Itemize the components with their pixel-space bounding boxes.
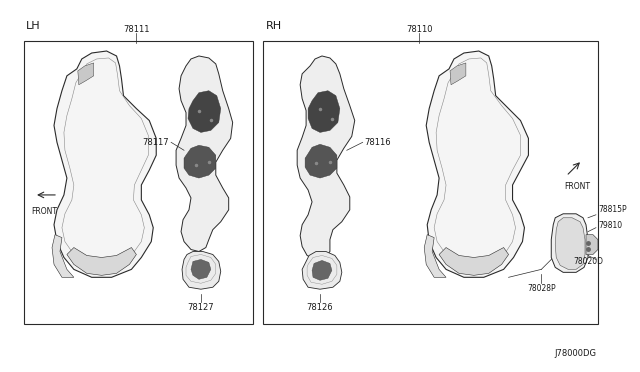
Polygon shape: [312, 260, 332, 280]
Text: RH: RH: [266, 21, 282, 31]
Text: 78117: 78117: [143, 138, 169, 147]
Text: 78020D: 78020D: [573, 257, 603, 266]
Polygon shape: [586, 235, 598, 254]
Text: 78110: 78110: [406, 25, 433, 34]
Text: 78127: 78127: [188, 302, 214, 312]
Polygon shape: [67, 247, 136, 275]
Text: 79810: 79810: [598, 221, 622, 230]
Polygon shape: [556, 218, 585, 269]
Polygon shape: [302, 251, 342, 289]
Text: 78815P: 78815P: [598, 205, 627, 214]
Polygon shape: [424, 235, 446, 277]
Polygon shape: [182, 251, 221, 289]
Polygon shape: [308, 91, 340, 132]
Polygon shape: [426, 51, 529, 277]
Polygon shape: [439, 247, 509, 275]
Polygon shape: [78, 63, 93, 85]
Text: 78111: 78111: [123, 25, 150, 34]
Bar: [264, 41, 598, 324]
Polygon shape: [297, 56, 355, 259]
Polygon shape: [191, 259, 211, 279]
Text: FRONT: FRONT: [31, 207, 57, 216]
Text: 78126: 78126: [307, 302, 333, 312]
Text: LH: LH: [26, 21, 41, 31]
Text: 78116: 78116: [365, 138, 391, 147]
Text: FRONT: FRONT: [564, 182, 590, 191]
Polygon shape: [54, 51, 156, 277]
Polygon shape: [188, 91, 221, 132]
Polygon shape: [450, 63, 466, 85]
Polygon shape: [305, 144, 337, 178]
Polygon shape: [176, 56, 233, 251]
Polygon shape: [551, 214, 588, 272]
Polygon shape: [184, 145, 216, 178]
Bar: [24, 41, 253, 324]
Text: 78028P: 78028P: [527, 284, 556, 293]
Text: J78000DG: J78000DG: [554, 349, 596, 358]
Polygon shape: [52, 235, 74, 277]
